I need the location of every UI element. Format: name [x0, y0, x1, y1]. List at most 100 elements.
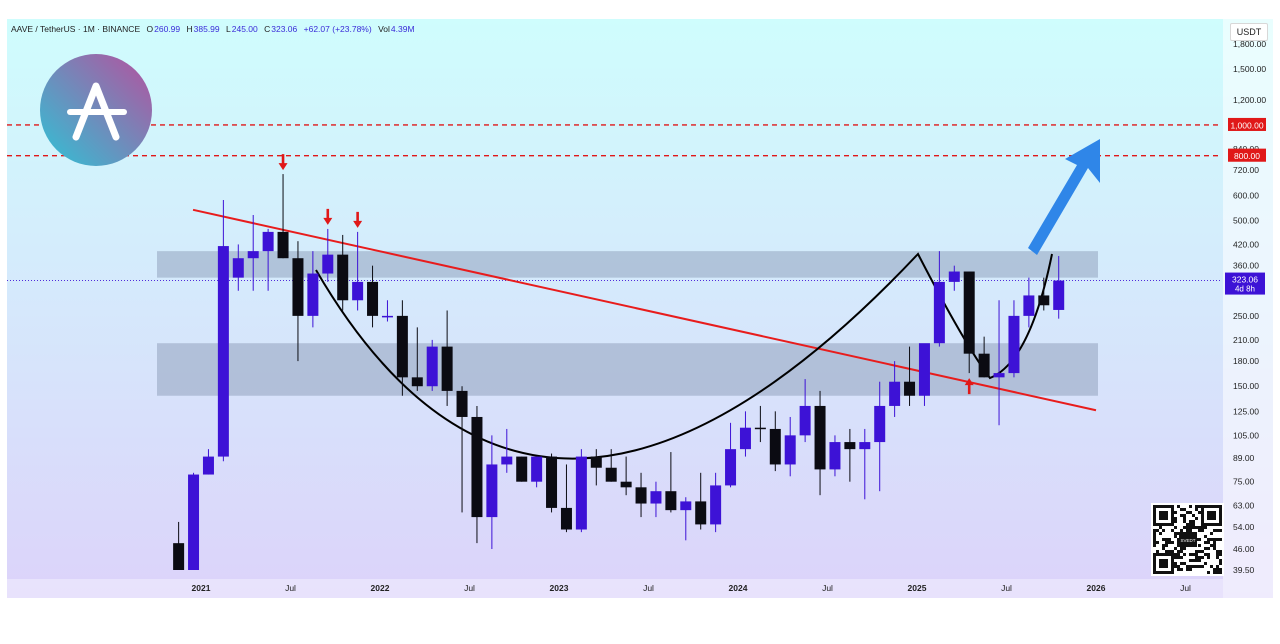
candle-body — [531, 456, 543, 482]
candle-body — [859, 442, 871, 450]
vol-value: 4.39M — [390, 24, 415, 34]
candle-body — [889, 381, 901, 406]
time-tick-label: Jul — [1180, 583, 1191, 593]
low-value: 245.00 — [231, 24, 258, 34]
candle-body — [1053, 280, 1065, 310]
candle-body — [516, 456, 528, 482]
vol-label: Vol — [378, 24, 390, 34]
candle-body — [337, 254, 349, 301]
blue-target-arrow — [1028, 139, 1100, 255]
price-tick-label: 63.00 — [1233, 501, 1255, 511]
candle-body — [575, 456, 587, 530]
candle-body — [560, 507, 572, 530]
candle-body — [367, 281, 379, 316]
candle-body — [396, 315, 408, 378]
candle-body — [247, 251, 259, 259]
last-price-label: 323.06 — [1232, 275, 1258, 285]
candle-body — [754, 427, 766, 430]
price-tick-label: 180.00 — [1233, 356, 1259, 366]
candle-body — [769, 428, 781, 465]
time-tick-label: 2021 — [192, 583, 211, 593]
time-tick-label: 2022 — [371, 583, 390, 593]
countdown-label: 4d 8h — [1235, 285, 1255, 294]
candle-body — [188, 474, 200, 570]
price-tick-label: 420.00 — [1233, 239, 1259, 249]
candle-body — [695, 501, 707, 525]
high-label: H — [186, 24, 193, 34]
open-value: 260.99 — [154, 24, 181, 34]
candle-body — [352, 281, 364, 301]
descending-trendline — [192, 208, 1097, 412]
candle-body — [307, 273, 319, 316]
price-tick-label: 250.00 — [1233, 311, 1259, 321]
time-tick-label: 2023 — [550, 583, 569, 593]
candle-body — [202, 456, 214, 475]
candle-body — [680, 501, 692, 511]
candle-body — [739, 427, 751, 450]
price-tick-label: 150.00 — [1233, 381, 1259, 391]
low-label: L — [226, 24, 231, 34]
candle-body — [426, 346, 438, 387]
close-label: C — [264, 24, 271, 34]
candle-body — [650, 491, 662, 504]
candle-body — [948, 271, 960, 282]
candle-body — [381, 315, 393, 318]
time-axis — [7, 579, 1223, 598]
qr-code: SVEDT — [1151, 503, 1224, 576]
red-down-arrow — [323, 208, 333, 225]
candle-body — [829, 442, 841, 470]
candle-body — [1008, 315, 1020, 374]
support-resistance-zone — [157, 251, 1098, 278]
symbol-header: AAVE / TetherUS · 1M · BINANCE O260.99 H… — [11, 24, 419, 34]
currency-button[interactable]: USDT — [1230, 23, 1268, 41]
target-level-label: 1,000.00 — [1230, 120, 1263, 130]
candle-body — [217, 246, 229, 457]
candle-body — [904, 381, 916, 396]
candle-body — [799, 405, 811, 436]
candle-body — [277, 231, 289, 259]
support-resistance-zone — [157, 343, 1098, 396]
candle-body — [874, 405, 886, 443]
candle-body — [1038, 295, 1050, 306]
candle-body — [784, 435, 796, 465]
symbol-title: AAVE / TetherUS · 1M · BINANCE — [11, 24, 141, 34]
candle-body — [173, 543, 185, 570]
candle-body — [814, 405, 826, 470]
price-tick-label: 210.00 — [1233, 335, 1259, 345]
candle-body — [232, 258, 244, 278]
candle-body — [665, 491, 677, 511]
candle-body — [710, 485, 722, 525]
candle-body — [993, 373, 1005, 378]
candle-body — [1023, 295, 1035, 316]
candle-body — [546, 456, 558, 508]
candle-body — [620, 481, 632, 488]
candle-body — [292, 258, 304, 316]
time-tick-label: 2024 — [729, 583, 748, 593]
close-value: 323.06 — [271, 24, 298, 34]
candle-body — [978, 353, 990, 378]
price-tick-label: 89.00 — [1233, 453, 1255, 463]
price-axis — [1223, 19, 1273, 598]
candle-body — [635, 487, 647, 504]
candle-body — [590, 456, 602, 468]
target-level-tag — [1228, 117, 1266, 131]
price-tick-label: 1,200.00 — [1233, 95, 1266, 105]
target-level-tag — [1228, 148, 1266, 162]
price-tick-label: 125.00 — [1233, 406, 1259, 416]
price-tick-label: 46.00 — [1233, 544, 1255, 554]
price-tick-label: 1,800.00 — [1233, 39, 1266, 49]
time-tick-label: Jul — [822, 583, 833, 593]
candle-body — [322, 254, 334, 274]
aave-ghost-logo — [40, 54, 152, 166]
red-up-arrow — [964, 378, 974, 395]
open-label: O — [146, 24, 154, 34]
target-level-label: 800.00 — [1234, 151, 1260, 161]
time-tick-label: Jul — [643, 583, 654, 593]
candle-body — [471, 416, 483, 518]
red-down-arrow — [278, 154, 288, 171]
price-tick-label: 105.00 — [1233, 430, 1259, 440]
candle-body — [411, 377, 423, 387]
candle-body — [933, 281, 945, 344]
